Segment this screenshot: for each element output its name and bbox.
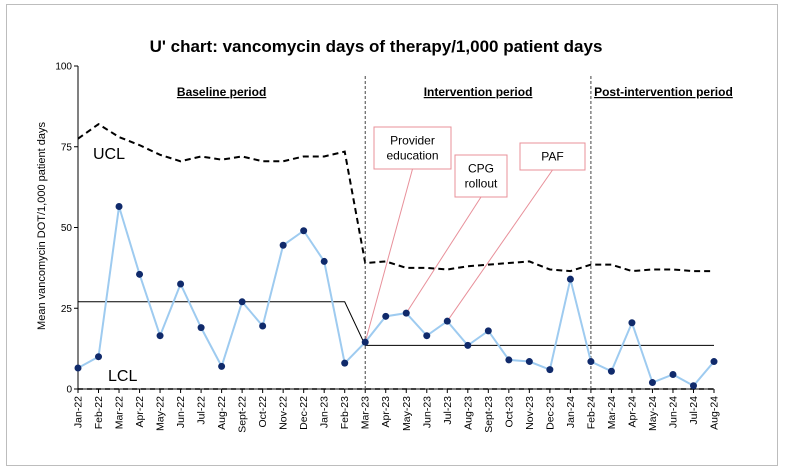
center-line [78, 301, 714, 346]
y-tick-label: 0 [66, 385, 72, 396]
x-tick-label: Jun-24 [667, 396, 679, 428]
data-point [443, 317, 451, 325]
data-point [423, 332, 431, 340]
x-tick-label: Jun-22 [175, 396, 187, 428]
data-point [382, 312, 390, 320]
ucl-line [77, 122, 714, 273]
x-tick-label: Mar-24 [606, 396, 618, 429]
data-point [546, 366, 554, 374]
data-point [689, 382, 697, 390]
data-series-layer [74, 203, 718, 390]
data-point [402, 309, 410, 317]
data-point [74, 364, 82, 372]
annotation-leader [405, 196, 482, 314]
x-tick-label: Aug-22 [216, 396, 228, 430]
data-point [361, 338, 369, 346]
period-label: Intervention period [424, 85, 533, 99]
x-tick-label: May-23 [401, 396, 413, 431]
annotation-text: Provider [390, 134, 435, 148]
x-tick-label: Nov-22 [278, 396, 290, 430]
x-tick-label: Dec-22 [298, 396, 310, 430]
annotation-text: education [386, 149, 438, 163]
data-point [505, 356, 513, 364]
x-tick-label: May-22 [155, 396, 167, 431]
x-tick-label: Sept-22 [237, 396, 249, 433]
data-point [484, 327, 492, 335]
data-point [279, 241, 287, 249]
x-tick-label: Aug-23 [462, 396, 474, 430]
period-label: Post-intervention period [594, 85, 733, 99]
annotation-leader [364, 168, 413, 343]
annotation-box [373, 126, 452, 170]
x-tick-label: Sept-23 [483, 396, 495, 433]
data-point [464, 341, 472, 349]
x-tick-label: Jul-22 [196, 396, 208, 425]
x-tick-label: Jul-24 [688, 396, 700, 425]
x-tick-label: Mar-23 [360, 396, 372, 429]
data-point [525, 358, 533, 366]
data-point [136, 270, 144, 278]
x-tick-label: Jan-22 [73, 396, 85, 428]
data-point [628, 319, 636, 327]
data-point [177, 280, 185, 288]
data-point [587, 358, 595, 366]
ucl-label: UCL [93, 146, 125, 163]
annotation-box [519, 142, 586, 171]
x-tick-label: Apr-23 [380, 396, 392, 428]
data-point [156, 332, 164, 340]
annotation-text: PAF [541, 150, 563, 164]
data-point [115, 203, 123, 211]
x-tick-label: Jul-23 [442, 396, 454, 425]
data-point [320, 257, 328, 265]
annotation-text: CPG [468, 162, 494, 176]
x-tick-label: Feb-24 [585, 396, 597, 429]
x-tick-label: Feb-22 [93, 396, 105, 429]
data-point [197, 324, 205, 332]
x-tick-label: Jun-23 [421, 396, 433, 428]
chart-title: U' chart: vancomycin days of therapy/1,0… [150, 37, 603, 56]
x-tick-label: Jan-23 [319, 396, 331, 428]
annotation-leader [446, 169, 553, 322]
y-axis-label: Mean vancomycin DOT/1,000 patient days [36, 122, 48, 330]
x-tick-label: Apr-24 [626, 396, 638, 428]
data-point [648, 379, 656, 387]
x-tick-label: Aug-24 [709, 396, 721, 430]
x-tick-label: Feb-23 [339, 396, 351, 429]
annotation-text: rollout [465, 177, 498, 191]
y-tick-label: 75 [61, 142, 73, 153]
x-tick-label: Dec-23 [544, 396, 556, 430]
data-point [566, 275, 574, 283]
axes-layer: 0 25 50 75 100 Jan-22 Feb-22 Mar-22 Apr-22 May-22… [55, 62, 720, 433]
data-point [669, 370, 677, 378]
y-tick-label: 50 [61, 223, 73, 234]
lcl-label: LCL [108, 368, 137, 385]
x-tick-label: Jan-24 [565, 396, 577, 428]
data-point [300, 227, 308, 235]
period-layer: Baseline period Intervention period Post-i… [177, 76, 733, 389]
x-tick-label: Nov-23 [524, 396, 536, 430]
x-tick-label: Apr-22 [134, 396, 146, 428]
x-tick-label: Mar-22 [114, 396, 126, 429]
data-point [218, 362, 226, 370]
data-point [259, 322, 267, 330]
annotation-box [454, 154, 508, 198]
x-tick-label: Oct-23 [503, 396, 515, 428]
period-label: Baseline period [177, 85, 266, 99]
x-tick-label: Oct-22 [257, 396, 269, 428]
data-series-line [77, 206, 715, 388]
data-point [710, 358, 718, 366]
y-tick-label: 100 [55, 62, 72, 73]
data-point [238, 298, 246, 306]
data-point [95, 353, 103, 361]
data-point [607, 367, 615, 375]
data-point [341, 359, 349, 367]
x-tick-label: May-24 [647, 396, 659, 431]
y-tick-label: 25 [61, 304, 73, 315]
